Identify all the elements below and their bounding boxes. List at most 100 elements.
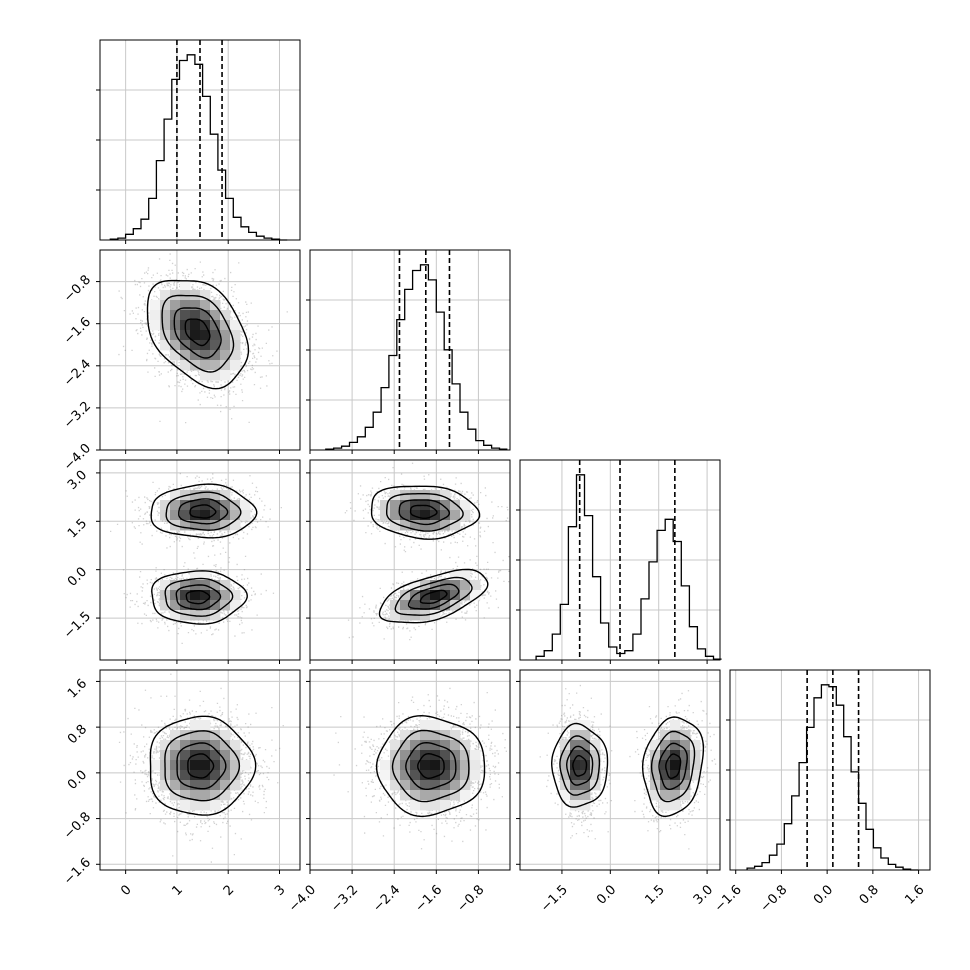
panel-content	[333, 687, 507, 850]
panel-frame	[309, 249, 511, 451]
density-cell	[410, 740, 421, 751]
density-cell	[430, 720, 441, 731]
x-tick-label: −4.0	[286, 882, 319, 915]
density-cell	[450, 600, 461, 611]
density-cell	[450, 730, 461, 741]
contour-line	[409, 504, 438, 519]
density-cell	[400, 600, 411, 611]
density-cell	[170, 580, 181, 591]
panel-frame	[309, 459, 511, 661]
density-cell	[560, 750, 571, 761]
density-cell	[170, 760, 181, 771]
density-cell	[220, 350, 231, 361]
density-cell	[380, 770, 391, 781]
density-cell	[410, 730, 421, 741]
density-cell	[190, 310, 201, 321]
density-cell	[190, 320, 201, 331]
contour-line	[176, 742, 227, 790]
x-tick-label: 1.5	[643, 882, 668, 907]
density-cell	[400, 730, 411, 741]
density-cell	[460, 760, 471, 771]
density-cell	[230, 780, 241, 791]
density-cell	[670, 780, 681, 791]
density-cell	[200, 740, 211, 751]
x-tick-label: 0.0	[811, 882, 836, 907]
density-cell	[440, 760, 451, 771]
density-cell	[460, 590, 471, 601]
density-cell	[400, 510, 411, 521]
contour-line	[173, 307, 222, 359]
density-cell	[440, 600, 451, 611]
density-cell	[220, 740, 231, 751]
density-cell	[170, 600, 181, 611]
density-cell	[430, 760, 441, 771]
density-cell	[200, 490, 211, 501]
density-cell	[170, 740, 181, 751]
density-cell	[590, 750, 601, 761]
density-cell	[230, 740, 241, 751]
density-cell	[200, 520, 211, 531]
density-cell	[560, 760, 571, 771]
y-tick-label: −0.8	[61, 810, 94, 843]
density-cell	[190, 770, 201, 781]
y-tick-label: −2.4	[61, 357, 94, 390]
density-cell	[200, 610, 211, 621]
density-cell	[160, 580, 171, 591]
y-tick-label: −1.6	[61, 315, 94, 348]
contour-line	[386, 493, 464, 532]
density-shading	[160, 490, 251, 621]
density-cell	[220, 490, 231, 501]
density-cell	[190, 790, 201, 801]
density-panel-0-2	[96, 459, 301, 664]
density-cell	[240, 500, 251, 511]
density-cell	[160, 290, 171, 301]
density-cell	[220, 520, 231, 531]
density-cell	[200, 790, 211, 801]
density-cell	[420, 600, 431, 611]
density-cell	[170, 730, 181, 741]
density-cell	[210, 370, 221, 381]
density-cell	[420, 510, 431, 521]
density-cell	[450, 790, 461, 801]
density-cell	[430, 740, 441, 751]
density-cell	[200, 780, 211, 791]
density-cell	[560, 790, 571, 801]
density-cell	[460, 580, 471, 591]
density-cell	[450, 780, 461, 791]
density-cell	[190, 300, 201, 311]
density-cell	[420, 790, 431, 801]
density-cell	[240, 760, 251, 771]
density-cell	[570, 750, 581, 761]
density-cell	[450, 570, 461, 581]
density-cell	[380, 510, 391, 521]
density-cell	[430, 490, 441, 501]
contour-line	[184, 318, 211, 347]
x-tick-label: 1	[170, 882, 186, 898]
density-cell	[200, 330, 211, 341]
x-tick-label: 2	[221, 882, 237, 898]
density-cell	[200, 290, 211, 301]
density-cell	[200, 370, 211, 381]
density-cell	[650, 770, 661, 781]
contour-line	[164, 730, 241, 802]
panel-content	[539, 684, 717, 850]
density-cell	[470, 580, 481, 591]
density-cell	[210, 330, 221, 341]
density-cell	[410, 800, 421, 811]
density-cell	[670, 800, 681, 811]
density-cell	[180, 510, 191, 521]
density-panel-2-3	[516, 669, 721, 874]
density-shading	[560, 720, 701, 811]
density-cell	[670, 720, 681, 731]
density-cell	[680, 740, 691, 751]
density-cell	[570, 720, 581, 731]
density-cell	[390, 740, 401, 751]
density-cell	[400, 790, 411, 801]
density-cell	[180, 770, 191, 781]
density-cell	[210, 760, 221, 771]
density-cell	[160, 320, 171, 331]
density-cell	[230, 590, 241, 601]
density-cell	[160, 740, 171, 751]
density-cell	[440, 520, 451, 531]
density-cell	[170, 330, 181, 341]
